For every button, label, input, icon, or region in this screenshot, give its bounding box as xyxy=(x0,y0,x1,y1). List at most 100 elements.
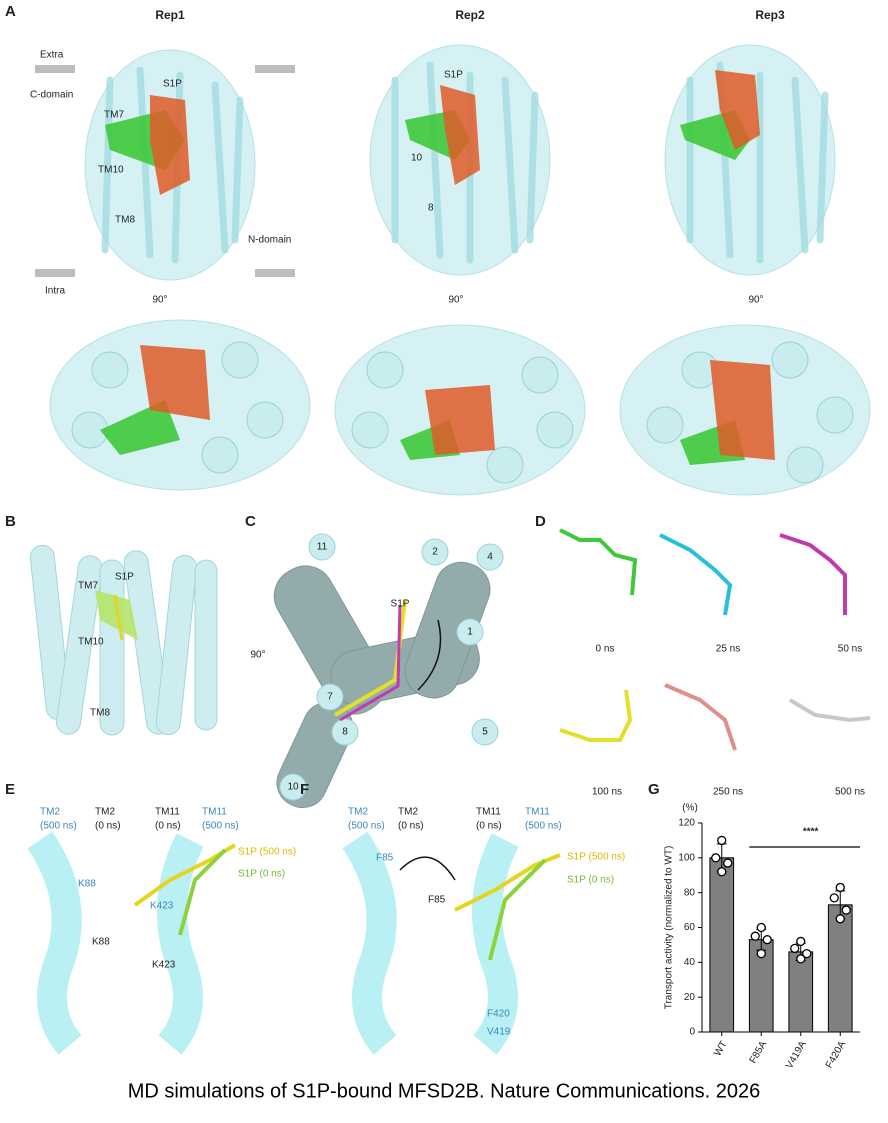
y-tick-label: 20 xyxy=(684,992,696,1003)
label: S1P (500 ns) xyxy=(238,847,296,858)
time-label: 50 ns xyxy=(838,644,862,655)
y-tick-label: 120 xyxy=(678,818,695,829)
label: C-domain xyxy=(30,90,73,101)
bar xyxy=(827,904,853,1033)
x-tick-label: F85A xyxy=(748,1039,770,1065)
unit-label: (%) xyxy=(682,803,698,814)
panel-b: B TM7 S1P TM10 TM8 90° xyxy=(5,513,266,736)
x-tick-label: V419A xyxy=(784,1039,809,1071)
panel-c: C 11 2 4 S1P 1 7 8 5 10 xyxy=(245,513,504,809)
helix-number: 4 xyxy=(487,552,493,563)
membrane-bar xyxy=(255,269,295,277)
protein-top xyxy=(49,319,311,491)
label: S1P xyxy=(163,79,182,90)
label: TM2 xyxy=(398,807,418,818)
y-tick-label: 80 xyxy=(684,887,696,898)
panel-label: F xyxy=(300,781,309,798)
membrane-bar xyxy=(35,65,75,73)
helix-number: 2 xyxy=(432,547,438,558)
panel-label: E xyxy=(5,781,15,798)
panel-label: G xyxy=(648,781,660,798)
label: F420 xyxy=(487,1009,510,1020)
membrane-bar xyxy=(35,269,75,277)
label: TM7 xyxy=(78,581,98,592)
data-point xyxy=(762,935,772,945)
label: TM10 xyxy=(78,637,104,648)
label: (0 ns) xyxy=(155,821,181,832)
bar xyxy=(709,857,735,1033)
label: S1P xyxy=(115,572,134,583)
label: S1P (0 ns) xyxy=(238,869,285,880)
time-label: 100 ns xyxy=(592,787,622,798)
label: TM2 xyxy=(95,807,115,818)
label: (0 ns) xyxy=(398,821,424,832)
panel-label: A xyxy=(5,3,16,20)
protein-top xyxy=(334,324,586,496)
data-point xyxy=(796,954,806,964)
protein-side xyxy=(664,44,836,276)
y-tick-label: 100 xyxy=(678,852,695,863)
label: F85 xyxy=(428,895,446,906)
data-point xyxy=(802,948,812,959)
rotation-label: 90° xyxy=(748,295,763,306)
label: S1P xyxy=(391,599,410,610)
data-point xyxy=(717,835,727,846)
data-point xyxy=(711,853,721,863)
rotation-label: 90° xyxy=(152,295,167,306)
data-point xyxy=(796,936,806,947)
data-point xyxy=(841,905,851,915)
y-tick-label: 60 xyxy=(684,922,696,933)
protein-side xyxy=(369,44,551,276)
time-label: 500 ns xyxy=(835,787,865,798)
panel-label: D xyxy=(535,513,546,530)
label: TM2 xyxy=(348,807,368,818)
label: TM8 xyxy=(90,708,110,719)
helix-number: 5 xyxy=(482,727,488,738)
y-axis-label: Transport activity (normalized to WT) xyxy=(664,846,675,1010)
x-tick-label: WT xyxy=(712,1039,729,1058)
label: K88 xyxy=(92,937,110,948)
helix-number: 7 xyxy=(327,692,333,703)
label: S1P xyxy=(444,70,463,81)
column-title: Rep3 xyxy=(755,8,785,22)
label: (0 ns) xyxy=(95,821,121,832)
label: Extra xyxy=(40,50,64,61)
y-tick-label: 40 xyxy=(684,957,696,968)
label: TM11 xyxy=(476,807,501,818)
panel-g: G 0 20 40 60 80 100 120 Transport activity (nor… xyxy=(648,781,860,1071)
panel-e: E TM2 (500 ns) TM2 (0 ns) TM11 (0 ns) TM… xyxy=(5,781,296,1055)
column-title: Rep2 xyxy=(455,8,485,22)
helix-number: 10 xyxy=(287,782,299,793)
label: N-domain xyxy=(248,235,291,246)
label: (500 ns) xyxy=(202,821,239,832)
caption: MD simulations of S1P-bound MFSD2B. Natu… xyxy=(128,1080,761,1102)
label: TM8 xyxy=(115,215,135,226)
y-tick-label: 0 xyxy=(689,1027,695,1038)
data-point xyxy=(750,931,760,941)
label: S1P (500 ns) xyxy=(567,852,625,863)
label: TM10 xyxy=(98,165,124,176)
label: Intra xyxy=(45,286,65,297)
membrane-bar xyxy=(255,65,295,73)
label: 8 xyxy=(428,203,434,214)
label: (0 ns) xyxy=(476,821,502,832)
protein-top xyxy=(619,324,871,496)
bar xyxy=(788,951,814,1033)
time-label: 250 ns xyxy=(713,787,743,798)
rotation-label: 90° xyxy=(250,650,265,661)
data-point xyxy=(717,867,727,877)
label: F85 xyxy=(376,853,394,864)
significance: **** xyxy=(803,827,819,838)
label: (500 ns) xyxy=(40,821,77,832)
label: K423 xyxy=(150,901,174,912)
data-point xyxy=(756,922,766,933)
label: S1P (0 ns) xyxy=(567,875,614,886)
label: (500 ns) xyxy=(348,821,385,832)
data-point xyxy=(835,914,845,924)
data-point xyxy=(756,948,766,959)
label: TM2 xyxy=(40,807,60,818)
label: TM11 xyxy=(525,807,550,818)
label: K88 xyxy=(78,879,96,890)
label: K423 xyxy=(152,960,176,971)
